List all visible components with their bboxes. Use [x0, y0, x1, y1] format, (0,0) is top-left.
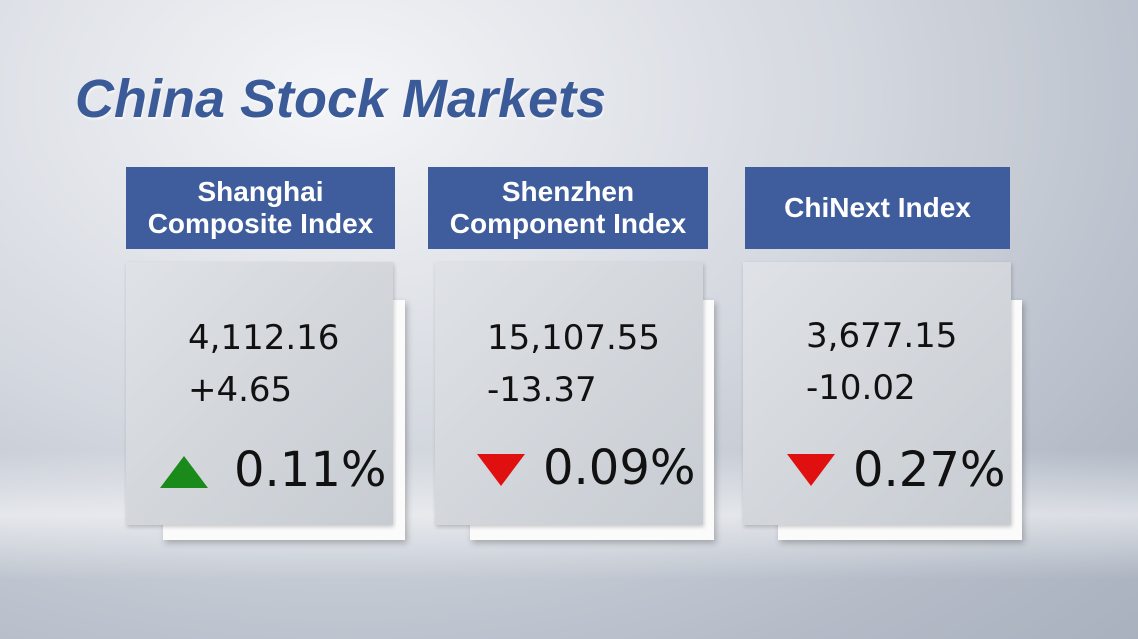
card-name: Component Index	[449, 208, 687, 239]
index-change: -10.02	[806, 368, 916, 408]
card: 15,107.55 -13.37 0.09%	[435, 262, 703, 525]
card-name: Shenzhen	[501, 176, 635, 207]
card-name: Shanghai	[197, 176, 324, 207]
card-header: ChiNext Index	[745, 167, 1010, 249]
card-name: ChiNext Index	[784, 192, 971, 223]
card: 3,677.15 -10.02 0.27%	[743, 262, 1011, 525]
title: China Stock Markets	[75, 69, 607, 129]
card-name: Composite Index	[147, 208, 374, 239]
up-arrow	[160, 456, 208, 488]
index-value: 15,107.55	[487, 318, 661, 358]
index-value: 4,112.16	[188, 318, 340, 358]
card-header: Shenzhen Component Index	[428, 167, 708, 249]
down-arrow	[787, 454, 835, 486]
percent-change: 0.27%	[853, 442, 1006, 498]
index-change: -13.37	[487, 370, 597, 410]
card: 4,112.16 +4.65 0.11%	[126, 262, 393, 525]
percent-change: 0.11%	[234, 442, 387, 498]
percent-change: 0.09%	[543, 440, 696, 496]
down-arrow	[477, 454, 525, 486]
card-header: Shanghai Composite Index	[126, 167, 395, 249]
index-change: +4.65	[188, 370, 293, 410]
index-value: 3,677.15	[806, 316, 958, 356]
